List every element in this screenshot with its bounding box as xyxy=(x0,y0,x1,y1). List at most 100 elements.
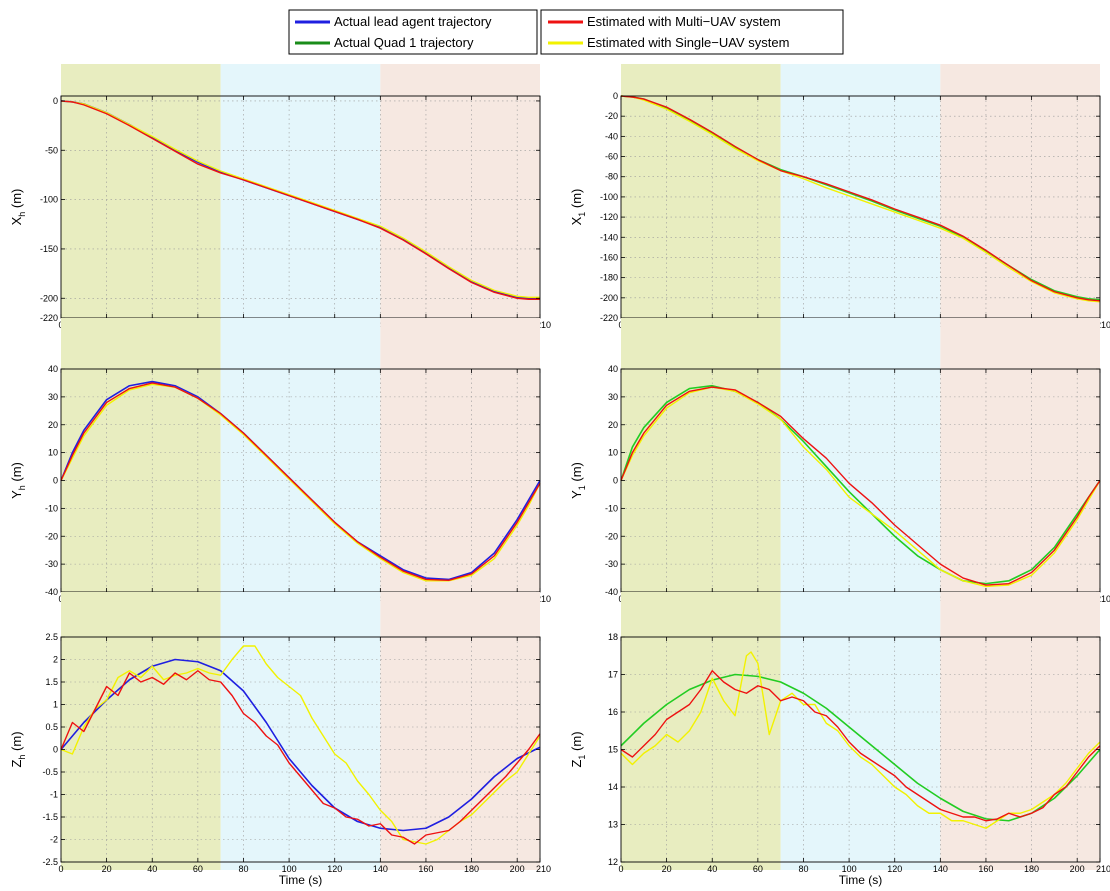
y-tick-label: -100 xyxy=(600,192,618,202)
series-line-multi xyxy=(620,670,1101,822)
x-tick-label: 20 xyxy=(662,864,672,874)
x-tick-label: 210 xyxy=(1096,864,1110,874)
y-tick-label: 2 xyxy=(53,655,58,665)
series-line-single xyxy=(620,95,1101,303)
series-line-actual xyxy=(60,658,541,832)
x-tick-label: 0 xyxy=(58,864,63,874)
config-band-2 xyxy=(780,592,941,870)
x-tick-label: 140 xyxy=(933,864,948,874)
config-band-3 xyxy=(940,64,1100,318)
y-tick-label: -20 xyxy=(45,531,58,541)
panel-middle-left: 020406080100120140160180200210403020100-… xyxy=(9,318,551,617)
config-band-1 xyxy=(621,592,781,870)
config-band-3 xyxy=(940,592,1100,870)
series-line-multi xyxy=(60,382,541,581)
y-tick-label: -200 xyxy=(40,293,58,303)
x-tick-label: 180 xyxy=(1024,864,1039,874)
y-tick-label: 2.5 xyxy=(45,632,58,642)
config-band-1 xyxy=(621,318,781,592)
x-axis-label: Time (s) xyxy=(279,873,323,887)
y-tick-label: -60 xyxy=(605,152,618,162)
y-tick-label: -40 xyxy=(605,131,618,141)
config-band-3 xyxy=(380,592,540,870)
series-line-multi xyxy=(620,95,1101,302)
y-tick-label: -100 xyxy=(40,195,58,205)
panel-bottom-right: 0 20 40 60 80 100 120 140 160 180 200 210 18 17 16 15 14… xyxy=(569,592,1110,887)
x-tick-label: 160 xyxy=(978,864,993,874)
series-line-multi xyxy=(60,670,541,845)
config-band-3 xyxy=(380,64,540,318)
x-tick-label: 120 xyxy=(327,864,342,874)
y-tick-label: 0 xyxy=(613,476,618,486)
x-tick-label: 210 xyxy=(536,320,551,330)
panel-bottom-left: 0 20 40 60 80 100 120 140 160 180 200 210 2.5 2 1.5 1 0.… xyxy=(9,592,551,887)
legend: Actual lead agent trajectory Actual Quad… xyxy=(288,9,844,55)
y-tick-label: 16 xyxy=(608,707,618,717)
config-band-1 xyxy=(61,318,221,592)
series-line-actual xyxy=(620,384,1101,585)
panel-middle-right: 020406080100120140160180200210403020100-… xyxy=(569,318,1110,617)
panels: 0204060801001201401601802002100-50-100-1… xyxy=(9,64,1110,887)
y-tick-label: 1 xyxy=(53,700,58,710)
x-tick-label: 120 xyxy=(887,864,902,874)
y-tick-label: -30 xyxy=(605,559,618,569)
x-tick-label: 40 xyxy=(707,864,717,874)
config-band-1 xyxy=(621,64,781,318)
panel-top-right: 0204060801001201401601802002100-20-40-60… xyxy=(569,64,1110,343)
y-tick-label: -0.5 xyxy=(42,767,58,777)
x-tick-label: 100 xyxy=(282,864,297,874)
config-band-1 xyxy=(61,592,221,870)
y-tick-label: -1 xyxy=(50,790,58,800)
legend-box-right xyxy=(540,9,844,55)
y-axis-label: Zh (m) xyxy=(9,731,27,767)
y-tick-label: -20 xyxy=(605,531,618,541)
legend-label-multi: Estimated with Multi−UAV system xyxy=(587,14,781,29)
series-line-actual xyxy=(620,95,1101,301)
x-tick-label: 140 xyxy=(373,864,388,874)
y-tick-label: 0 xyxy=(53,96,58,106)
y-tick-label: -180 xyxy=(600,273,618,283)
config-band-1 xyxy=(61,64,221,318)
y-tick-label: -220 xyxy=(600,313,618,323)
series-line-single xyxy=(60,100,540,298)
x-tick-label: 160 xyxy=(418,864,433,874)
series-line-multi xyxy=(620,386,1101,586)
series-line-single xyxy=(620,651,1101,829)
config-band-3 xyxy=(380,318,540,592)
y-tick-label: 40 xyxy=(608,364,618,374)
y-axis-label: X1 (m) xyxy=(569,189,587,226)
y-tick-label: -40 xyxy=(605,587,618,597)
y-tick-label: 10 xyxy=(608,448,618,458)
y-tick-label: -160 xyxy=(600,252,618,262)
y-tick-label: -80 xyxy=(605,172,618,182)
y-tick-label: 0 xyxy=(613,91,618,101)
y-tick-label: -10 xyxy=(45,503,58,513)
legend-box-left xyxy=(288,9,538,55)
config-band-2 xyxy=(220,318,381,592)
y-tick-label: -10 xyxy=(605,503,618,513)
x-tick-label: 20 xyxy=(102,864,112,874)
config-band-2 xyxy=(780,318,941,592)
x-tick-label: 80 xyxy=(798,864,808,874)
y-tick-label: -150 xyxy=(40,244,58,254)
config-band-2 xyxy=(220,64,381,318)
series-line-multi xyxy=(60,100,540,300)
y-tick-label: 1.5 xyxy=(45,677,58,687)
series-line-single xyxy=(60,383,541,582)
panel-top-left: 0204060801001201401601802002100-50-100-1… xyxy=(9,64,551,343)
legend-label-actual-lead: Actual lead agent trajectory xyxy=(334,14,492,29)
legend-label-single: Estimated with Single−UAV system xyxy=(587,35,789,50)
y-tick-label: 12 xyxy=(608,857,618,867)
y-tick-label: -50 xyxy=(45,145,58,155)
y-tick-label: 15 xyxy=(608,745,618,755)
y-tick-label: -120 xyxy=(600,212,618,222)
x-tick-label: 210 xyxy=(536,594,551,604)
x-tick-label: 60 xyxy=(193,864,203,874)
y-tick-label: -2 xyxy=(50,835,58,845)
config-band-2 xyxy=(220,592,381,870)
y-tick-label: 13 xyxy=(608,820,618,830)
y-tick-label: 20 xyxy=(48,420,58,430)
x-tick-label: 200 xyxy=(510,864,525,874)
x-tick-label: 40 xyxy=(147,864,157,874)
y-tick-label: 10 xyxy=(48,448,58,458)
